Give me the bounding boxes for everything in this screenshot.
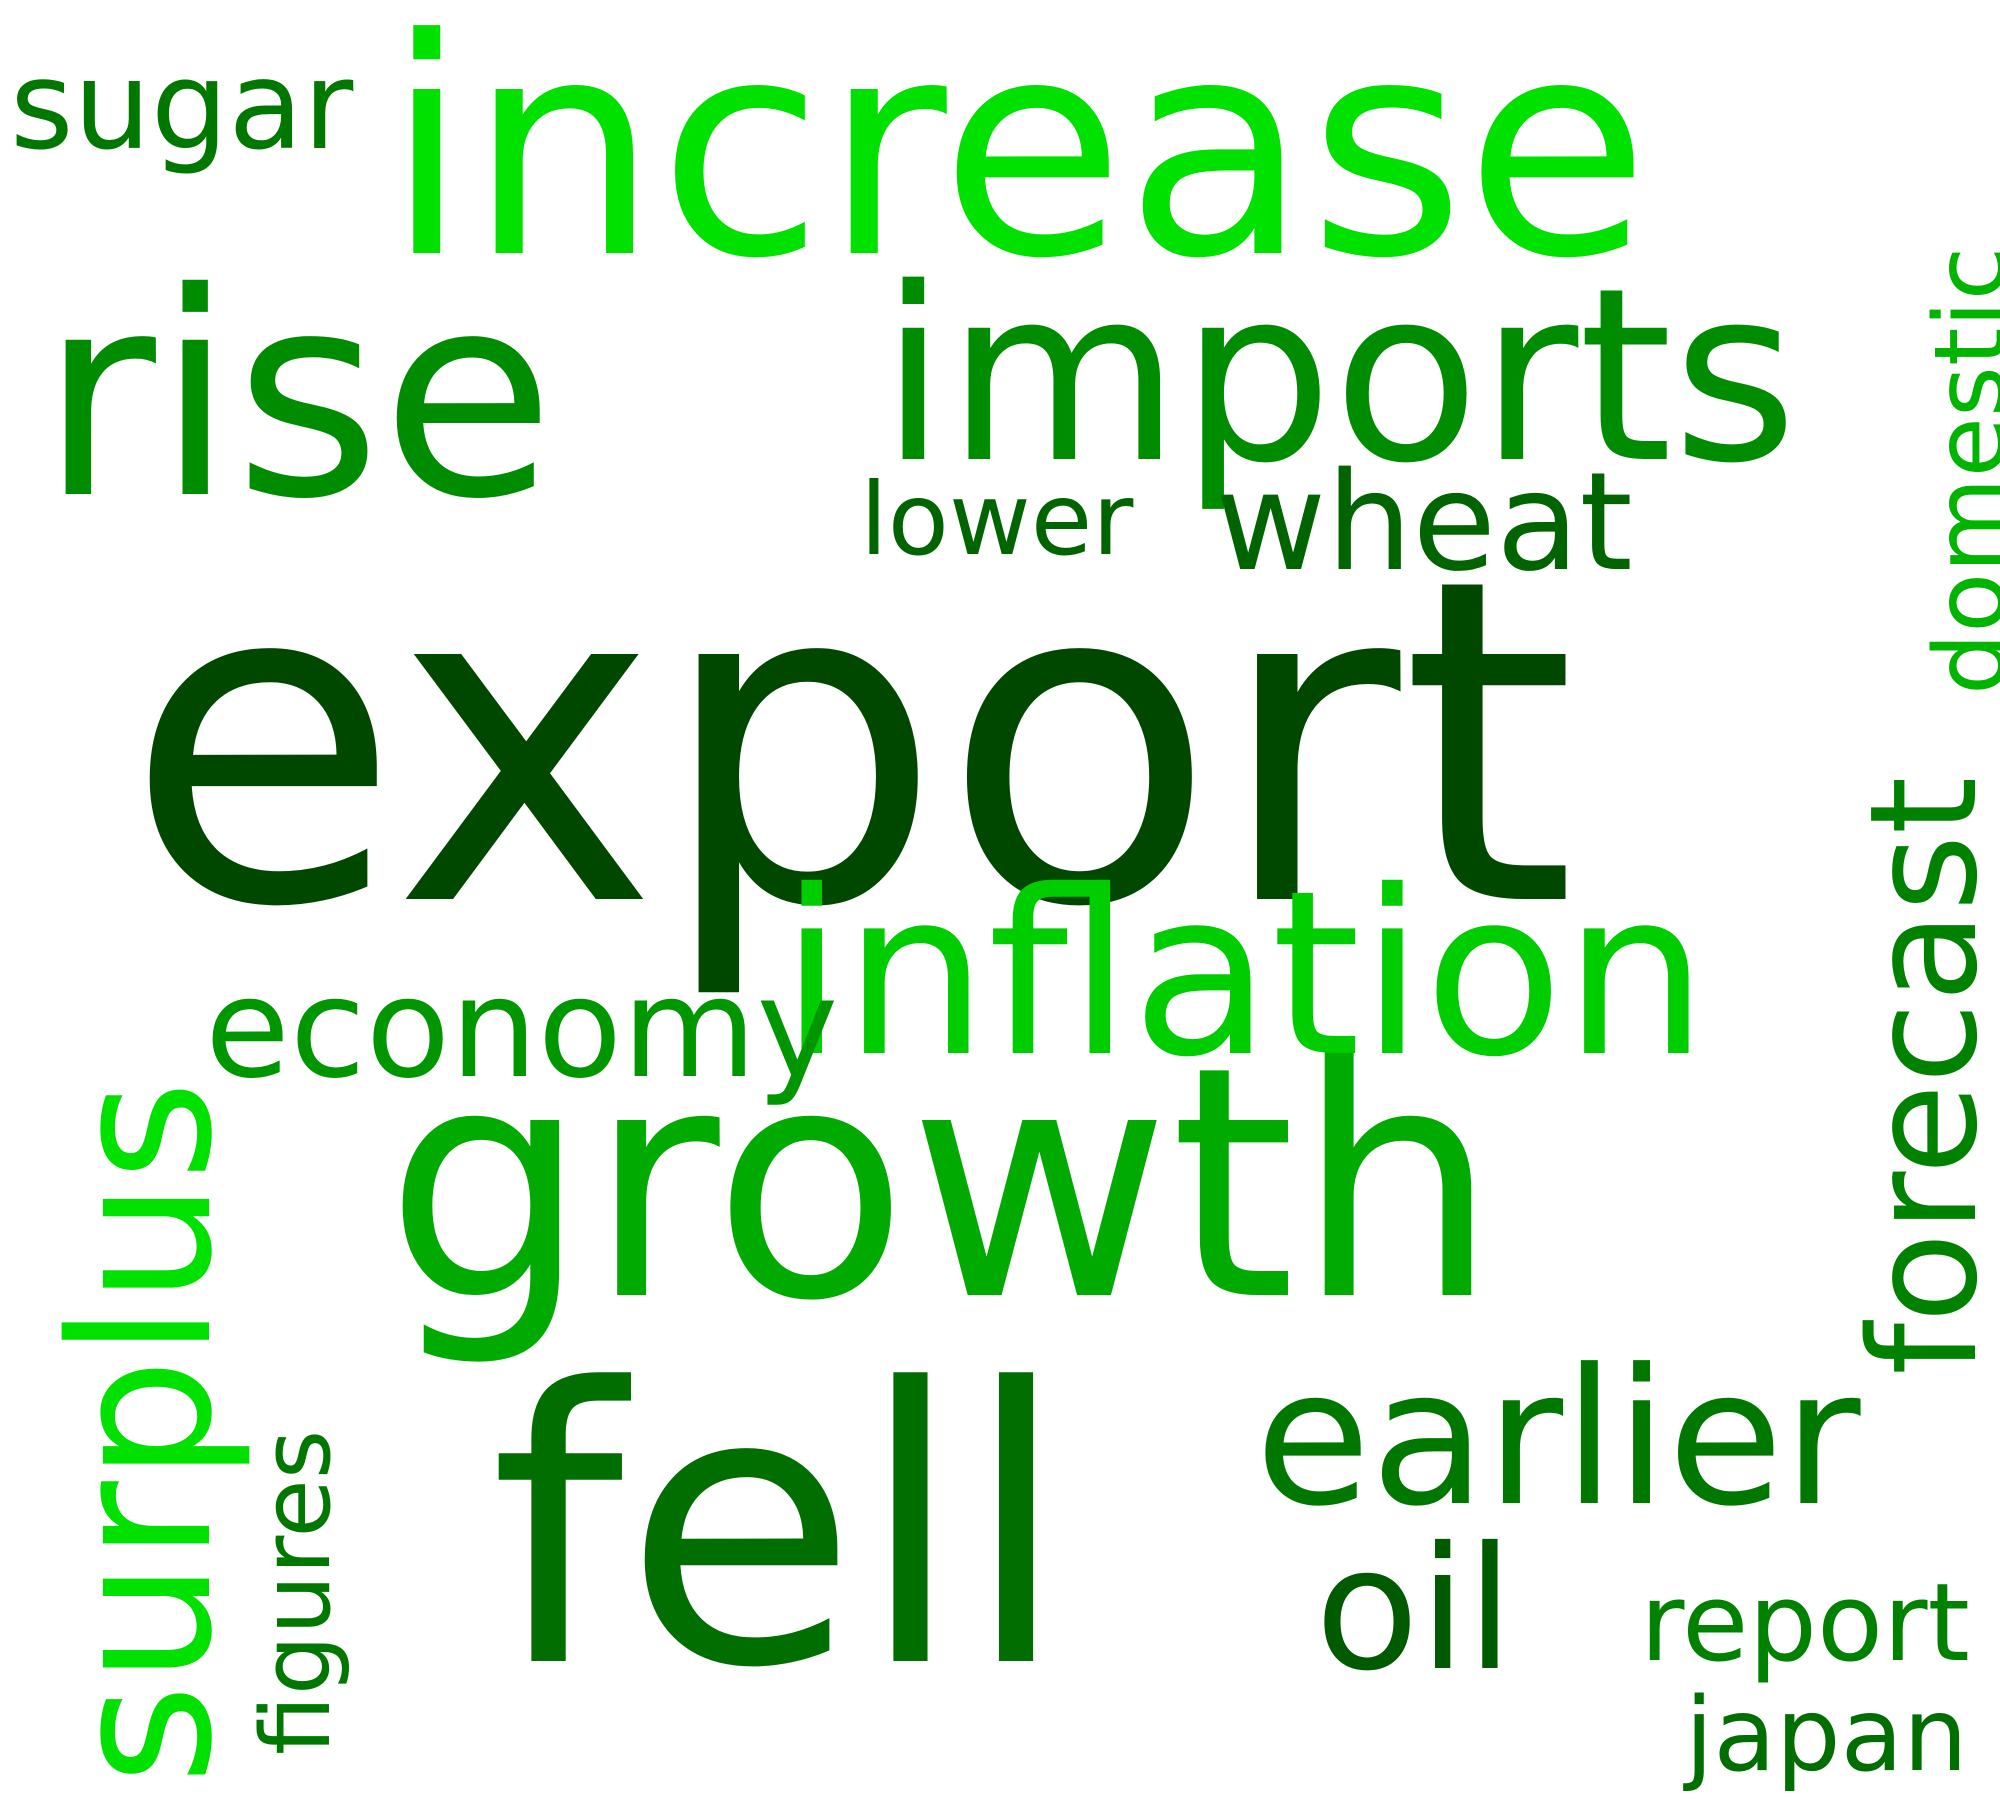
word-wheat: wheat — [1215, 444, 1633, 602]
word-rise: rise — [40, 232, 555, 561]
word-export: export — [125, 483, 1577, 1005]
word-sugar: sugar — [10, 35, 354, 177]
word-growth: growth — [385, 999, 1499, 1371]
word-inflation: inflation — [780, 841, 1708, 1107]
word-fell: fell — [490, 1308, 1069, 1751]
word-surplus: surplus — [29, 1080, 255, 1785]
word-figures: figures — [242, 1429, 352, 1755]
word-forecast: forecast — [1838, 776, 2000, 1375]
word-increase: increase — [385, 0, 1650, 324]
word-earlier: earlier — [1255, 1329, 1861, 1548]
word-oil: oil — [1315, 1511, 1514, 1709]
word-imports: imports — [880, 236, 1798, 516]
word-lower: lower — [860, 461, 1134, 578]
word-japan: japan — [1685, 1676, 1968, 1795]
word-domestic: domestic — [1914, 246, 2000, 695]
word-economy: economy — [205, 948, 839, 1109]
word-report: report — [1640, 1561, 1970, 1686]
